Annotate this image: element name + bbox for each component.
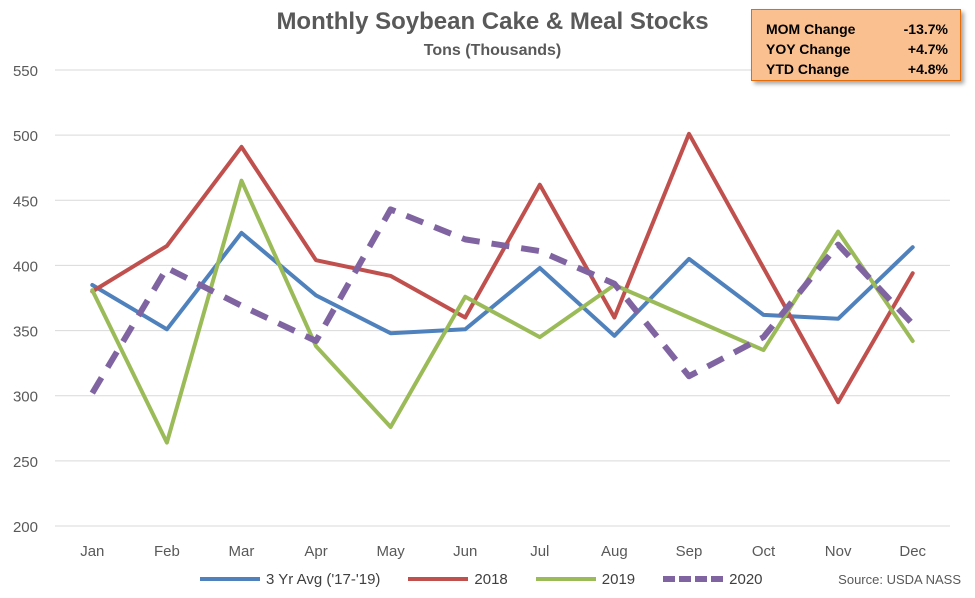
- series-line-2019: [90, 178, 915, 445]
- y-tick-label: 550: [13, 63, 38, 80]
- stat-value: +4.7%: [907, 41, 948, 57]
- x-tick-label: Aug: [601, 543, 628, 560]
- legend-item-2019: 2019: [535, 570, 636, 588]
- x-tick-label: Sep: [676, 543, 703, 560]
- series-line-2020: [89, 206, 915, 395]
- x-tick-label: Oct: [752, 543, 776, 560]
- source-note: Source: USDA NASS: [838, 572, 961, 587]
- x-tick-label: Jun: [453, 543, 477, 560]
- legend-item-2020: 2020: [663, 570, 763, 588]
- legend-swatch: [200, 577, 260, 581]
- legend-label: 2018: [474, 570, 508, 588]
- x-tick-label: Feb: [154, 543, 180, 560]
- x-tick-label: May: [376, 543, 405, 560]
- x-tick-label: Apr: [304, 543, 327, 560]
- change-summary-box: MOM Change -13.7% YOY Change +4.7% YTD C…: [751, 9, 961, 81]
- legend-label: 2019: [601, 570, 636, 588]
- y-tick-label: 400: [13, 258, 38, 275]
- stat-label: YTD Change: [766, 61, 850, 77]
- x-tick-label: Jul: [530, 543, 549, 560]
- x-tick-label: Jan: [80, 543, 104, 560]
- stat-row-yoy: YOY Change +4.7%: [766, 39, 948, 59]
- chart-title: Monthly Soybean Cake & Meal Stocks: [276, 8, 709, 35]
- series-line-3yr-avg: [90, 230, 915, 338]
- legend-swatch: [535, 577, 596, 581]
- stat-value: +4.8%: [907, 61, 948, 77]
- legend-swatch: [663, 576, 724, 582]
- x-tick-label: Dec: [899, 543, 926, 560]
- legend-item-2018: 2018: [408, 570, 508, 588]
- y-tick-label: 250: [13, 454, 38, 471]
- x-tick-label: Mar: [229, 543, 255, 560]
- y-tick-label: 450: [13, 193, 38, 210]
- y-tick-label: 500: [13, 128, 38, 145]
- y-tick-label: 200: [13, 519, 38, 536]
- legend-swatch: [408, 577, 469, 581]
- chart-legend: 3 Yr Avg ('17-'19) 2018 2019 2020: [200, 568, 791, 590]
- stat-row-mom: MOM Change -13.7%: [766, 19, 948, 39]
- stat-label: YOY Change: [766, 41, 851, 57]
- stat-value: -13.7%: [903, 21, 948, 37]
- x-tick-label: Nov: [825, 543, 852, 560]
- legend-label: 3 Yr Avg ('17-'19): [266, 570, 381, 588]
- series-line-2018: [90, 131, 915, 405]
- chart-subtitle: Tons (Thousands): [423, 42, 562, 59]
- legend-label: 2020: [729, 570, 763, 588]
- y-tick-label: 300: [13, 389, 38, 406]
- legend-item-3yr-avg: 3 Yr Avg ('17-'19): [200, 571, 380, 588]
- stat-label: MOM Change: [766, 21, 856, 37]
- y-tick-label: 350: [13, 324, 38, 341]
- stat-row-ytd: YTD Change +4.8%: [766, 59, 948, 79]
